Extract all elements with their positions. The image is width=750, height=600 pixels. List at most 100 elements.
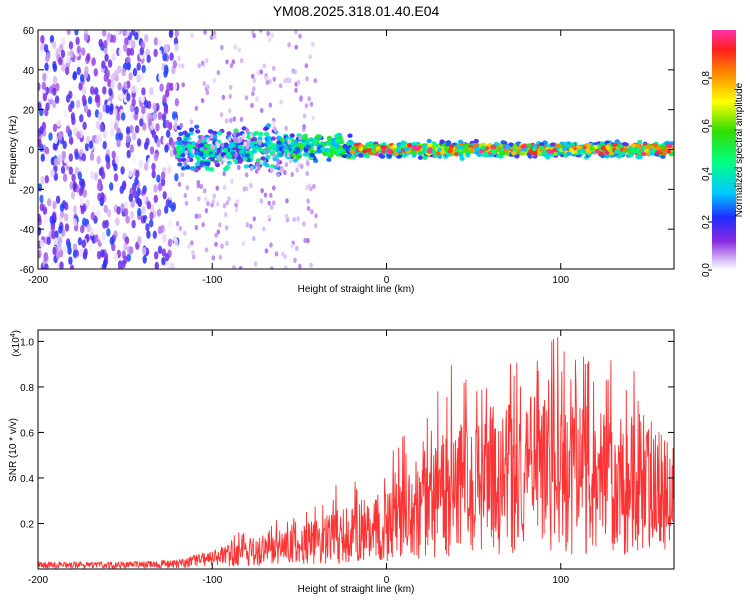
spectrogram-cell — [132, 190, 138, 199]
snr-x-tick-label: -200 — [28, 575, 48, 586]
spectrogram-cell — [271, 65, 276, 71]
spectrogram-cell — [102, 30, 107, 37]
spectrogram-cell — [617, 144, 623, 149]
spectrogram-cell — [200, 97, 205, 104]
spectrogram-cell — [237, 47, 242, 53]
spectrogram-cell — [78, 187, 84, 197]
spectrogram-cell — [47, 198, 52, 207]
spectrogram-cell — [387, 148, 393, 154]
spectrogram-cell — [39, 43, 45, 52]
spectrogram-cell — [96, 209, 101, 219]
spectrogram-cell — [295, 167, 300, 173]
spectrogram-cell — [94, 87, 99, 96]
spectrogram-cell — [349, 149, 356, 155]
spectrogram-cell — [38, 102, 42, 111]
spectrogram-cell — [71, 116, 76, 126]
spectrogram-cell — [252, 216, 257, 222]
spectrogram-cell — [52, 246, 57, 256]
spectrogram-cell — [152, 230, 157, 239]
spectrogram-cell — [341, 150, 347, 155]
spectrogram-cell — [102, 130, 108, 139]
spectrogram-cell — [224, 225, 229, 231]
spectrogram-cell — [62, 173, 68, 182]
spectrogram-cell — [115, 132, 120, 142]
spectrogram-cell — [167, 219, 173, 229]
spectrogram-cell — [655, 150, 661, 155]
spectrogram-cell — [326, 151, 332, 156]
spectrogram-cell — [56, 118, 62, 128]
spectrogram-cell — [82, 121, 87, 130]
spectrogram-cell — [75, 36, 80, 46]
spectrogram-cell — [174, 30, 179, 38]
colorbar-tick-label: 0.2 — [701, 215, 712, 229]
spectrogram-cell — [399, 144, 405, 150]
spectrogram-cell — [59, 261, 64, 269]
spectrogram-cell — [249, 182, 253, 189]
spectrogram-cell — [95, 120, 101, 130]
spectrogram-cell — [129, 211, 135, 220]
spectrogram-cell — [305, 185, 310, 191]
spectrogram-cell — [42, 72, 47, 82]
spectrogram-cell — [239, 58, 244, 64]
spectrogram-cell — [68, 153, 74, 162]
spectrogram-cell — [652, 143, 658, 148]
spectrogram-cell — [68, 166, 74, 175]
spectrogram-cell — [157, 111, 163, 121]
spectrogram-y-tick-label: 40 — [23, 66, 35, 77]
spectrogram-cell — [194, 213, 199, 219]
spectrogram-cell — [76, 131, 81, 140]
spectrogram-cell — [576, 145, 582, 150]
spectrogram-cell — [252, 236, 256, 242]
spectrogram-cell — [177, 162, 183, 167]
snr-series-line — [37, 337, 675, 570]
spectrogram-cell — [38, 82, 41, 91]
spectrogram-cell — [411, 153, 417, 158]
spectrogram-cell — [224, 118, 229, 124]
spectrogram-cell — [68, 103, 73, 113]
spectrogram-cell — [60, 209, 65, 219]
spectrogram-cell — [201, 135, 205, 141]
spectrogram-cell — [180, 172, 185, 178]
spectrogram-cell — [531, 146, 537, 152]
spectrogram-cell — [191, 148, 195, 154]
spectrogram-cell — [98, 111, 103, 121]
snr-x-axis-label: Height of straight line (km) — [298, 584, 415, 595]
spectrogram-cell — [267, 214, 271, 220]
spectrogram-cell — [542, 148, 548, 154]
spectrogram-cell — [157, 191, 162, 200]
spectrogram-cell — [265, 135, 272, 140]
spectrogram-cell — [46, 236, 51, 245]
spectrogram-cell — [69, 264, 75, 269]
spectrogram-cell — [284, 162, 289, 168]
spectrogram-cell — [116, 30, 121, 35]
spectrogram-cell — [152, 102, 157, 112]
spectrogram-cell — [225, 59, 229, 65]
spectrogram-cell — [464, 147, 470, 152]
snr-scale-suffix: ) — [11, 330, 22, 333]
spectrogram-cell — [313, 145, 317, 151]
spectrogram-cell — [392, 144, 398, 149]
spectrogram-cell — [294, 146, 300, 152]
spectrogram-cell — [109, 182, 114, 191]
spectrogram-cell — [123, 242, 128, 251]
spectrogram-cell — [161, 257, 166, 266]
spectrogram-cell — [334, 144, 340, 149]
spectrogram-cell — [272, 185, 276, 191]
spectrogram-cell — [79, 73, 85, 83]
spectrogram-cell — [422, 155, 428, 160]
spectrogram-cell — [128, 72, 133, 81]
spectrogram-cell — [40, 35, 45, 44]
spectrogram-cell — [212, 77, 217, 83]
spectrogram-cell — [185, 133, 191, 138]
spectrogram-cell — [181, 144, 187, 150]
spectrogram-cell — [270, 136, 276, 141]
snr-x-tick-label: -100 — [202, 575, 222, 586]
spectrogram-cell — [50, 223, 55, 233]
spectrogram-cell — [167, 189, 173, 199]
spectrogram-cell — [141, 206, 146, 215]
spectrogram-cell — [146, 230, 151, 239]
spectrogram-cell — [136, 138, 142, 147]
spectrogram-cell — [61, 63, 66, 72]
spectrogram-cell — [102, 86, 107, 95]
spectrogram-cell — [182, 230, 187, 236]
